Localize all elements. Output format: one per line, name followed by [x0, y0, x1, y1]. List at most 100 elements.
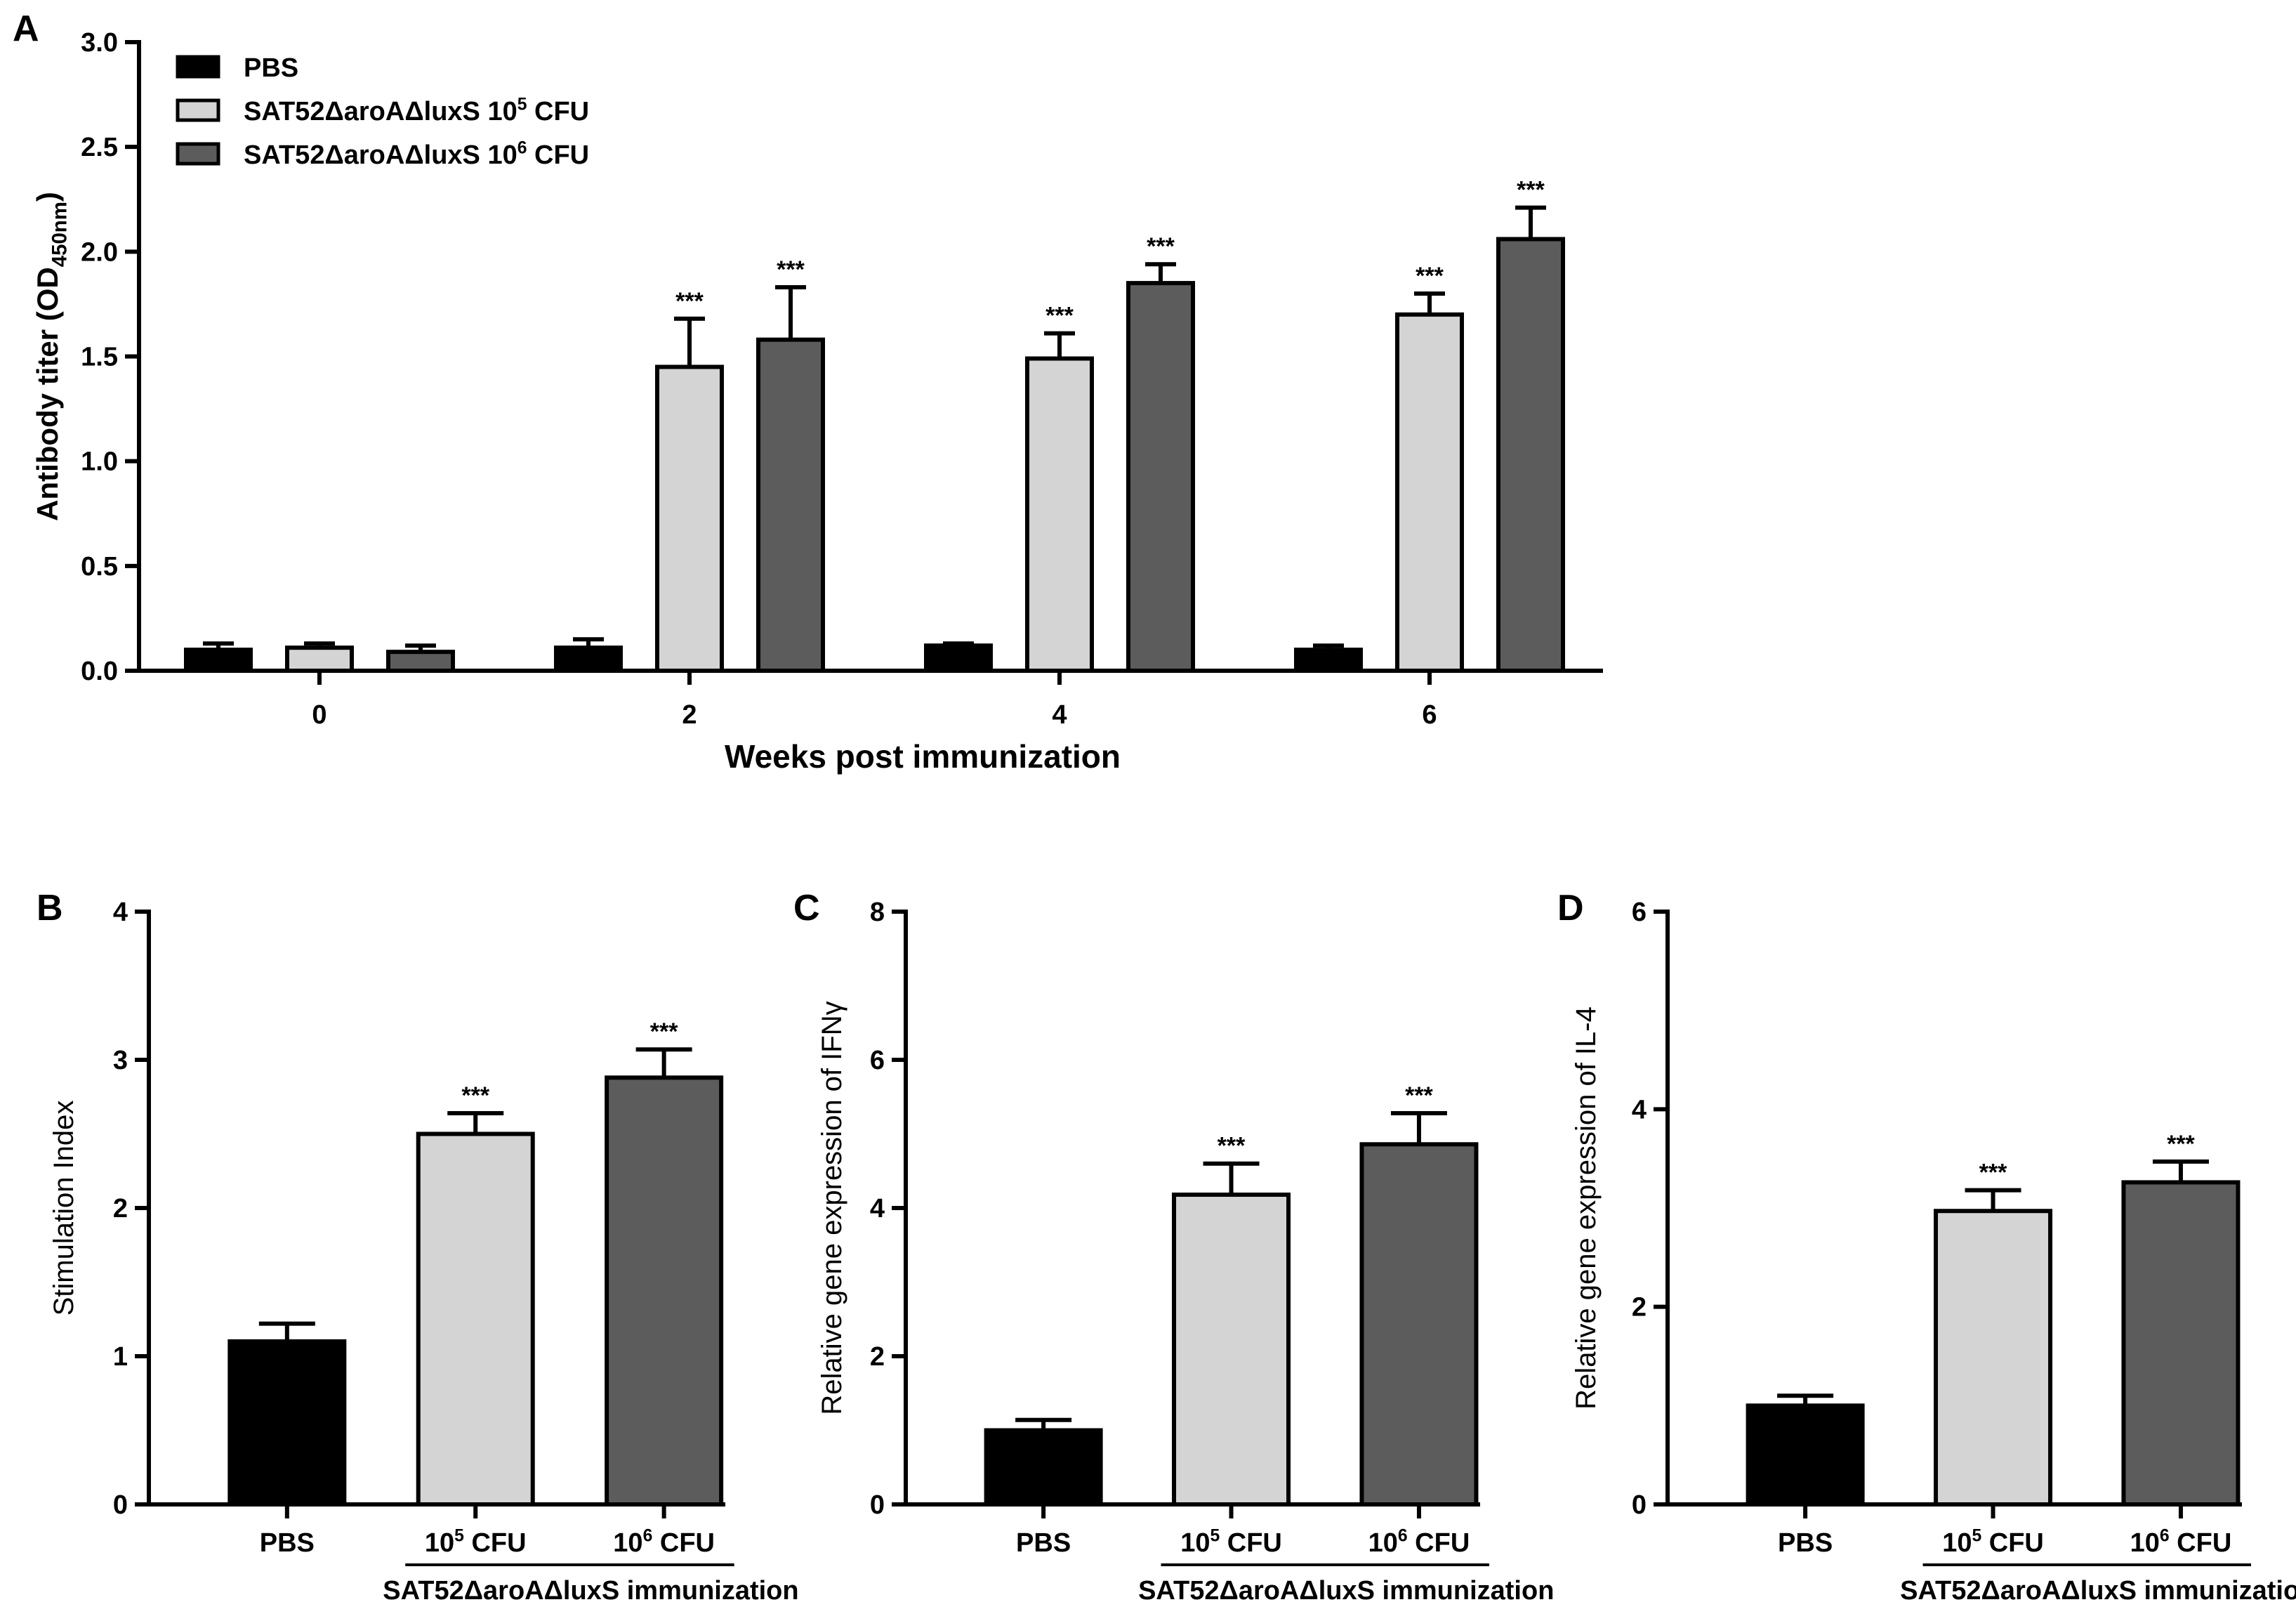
panel-label-b: B	[37, 888, 63, 928]
y-tick-label: 0.0	[81, 657, 118, 686]
bar	[984, 1428, 1103, 1507]
legend-swatch	[176, 55, 220, 79]
x-tick-label: 105​ CFU	[1180, 1527, 1282, 1558]
text-run: 5	[517, 96, 527, 114]
text-run: CFU	[527, 97, 589, 126]
significance-stars: ***	[1147, 233, 1175, 260]
y-axis-title: Relative gene expression of IFNγ	[817, 1001, 847, 1415]
panel-label-c: C	[793, 888, 820, 928]
y-tick-label: 4	[113, 898, 128, 927]
text-run: CFU	[1220, 1528, 1282, 1558]
bar	[1934, 1209, 2053, 1507]
x-tick-label: 6	[1422, 700, 1437, 730]
y-tick-label: 2	[870, 1342, 885, 1372]
y-tick-label: 8	[870, 898, 885, 927]
x-tick-label: 4	[1052, 700, 1067, 730]
significance-stars: ***	[777, 256, 805, 283]
text-run: 10	[613, 1528, 642, 1558]
text-run: 6	[1398, 1527, 1408, 1546]
significance-stars: ***	[1416, 263, 1444, 289]
bar	[184, 648, 253, 674]
x-tick-label: 106​ CFU	[1368, 1527, 1470, 1558]
y-tick-label: 2	[113, 1194, 128, 1223]
x-tick-label: PBS	[1016, 1528, 1071, 1558]
text-run: 5	[454, 1527, 464, 1546]
bar	[2121, 1180, 2241, 1507]
text-run: PBS	[260, 1528, 315, 1558]
bar	[655, 365, 724, 674]
text-run: 10	[425, 1528, 454, 1558]
y-tick-label: 0	[113, 1490, 128, 1520]
bar	[1395, 312, 1464, 673]
panel-b: B 0 1 2 3 4 Stimulation Index PBS *** 105​ CFU ***…	[37, 888, 799, 1606]
y-axis-title: Stimulation Index	[48, 1101, 79, 1316]
significance-stars: ***	[650, 1018, 678, 1045]
significance-stars: ***	[675, 288, 704, 315]
y-tick-label: 2	[1632, 1293, 1647, 1323]
text-run: 10	[1180, 1528, 1210, 1558]
legend-swatch	[176, 142, 220, 166]
y-tick-label: 4	[870, 1194, 885, 1223]
text-run: PBS	[1016, 1528, 1071, 1558]
text-run: SAT52ΔaroAΔluxS 10	[244, 140, 517, 170]
legend-label: SAT52ΔaroAΔluxS 105​ CFU	[244, 96, 589, 126]
text-run: 10	[1942, 1528, 1972, 1558]
x-tick-label: 106​ CFU	[613, 1527, 715, 1558]
bar	[756, 337, 825, 673]
x-tick-label: PBS	[260, 1528, 315, 1558]
text-run: CFU	[2170, 1528, 2232, 1558]
text-run: 6	[643, 1527, 653, 1546]
panel-a: A 0.0 0.5 1.0 1.5 2.0 2.5 3.0 Antibody titer (OD…	[13, 8, 1603, 775]
x-tick-label: 2	[682, 700, 697, 730]
y-tick-label: 2.5	[81, 133, 118, 162]
text-run: CFU	[1981, 1528, 2044, 1558]
significance-stars: ***	[1979, 1160, 2007, 1186]
x-tick-label: PBS	[1778, 1528, 1833, 1558]
significance-stars: ***	[1045, 303, 1074, 329]
panel-d: D 0 2 4 6 Relative gene expression of IL-4 PBS…	[1557, 888, 2296, 1606]
bar	[1746, 1403, 1865, 1507]
y-tick-label: 6	[870, 1046, 885, 1075]
y-tick-label: 4	[1632, 1095, 1647, 1124]
x-tick-label: 105​ CFU	[1942, 1527, 2044, 1558]
y-tick-label: 1	[113, 1342, 128, 1372]
text-run: CFU	[464, 1528, 527, 1558]
bar	[1025, 356, 1094, 673]
y-tick-label: 0.5	[81, 552, 118, 582]
text-run: CFU	[652, 1528, 715, 1558]
bar	[227, 1339, 347, 1507]
y-tick-label: 1.0	[81, 447, 118, 477]
text-run: CFU	[527, 140, 589, 170]
bar	[1496, 237, 1565, 673]
y-tick-label: 1.5	[81, 343, 118, 372]
x-axis-title: Weeks post immunization	[725, 738, 1121, 775]
bar	[605, 1075, 724, 1507]
group-label: SAT52ΔaroAΔluxS immunization	[1138, 1576, 1554, 1606]
y-tick-label: 3	[113, 1046, 128, 1075]
significance-stars: ***	[1517, 177, 1545, 204]
bar	[1172, 1193, 1291, 1507]
bar	[285, 645, 354, 674]
bar	[386, 650, 455, 674]
text-run: CFU	[1408, 1528, 1470, 1558]
text-run: Antibody titer (OD	[31, 267, 64, 521]
y-axis-title: Relative gene expression of IL-4	[1571, 1006, 1602, 1410]
group-label: SAT52ΔaroAΔluxS immunization	[1900, 1576, 2296, 1606]
panel-label-d: D	[1557, 888, 1584, 928]
y-axis-title: Antibody titer (OD450nm)	[31, 192, 72, 521]
significance-stars: ***	[2167, 1131, 2195, 1157]
x-tick-label: 105​ CFU	[425, 1527, 527, 1558]
text-run: )	[31, 192, 64, 202]
legend-label: PBS	[244, 53, 298, 83]
text-run: 6	[517, 139, 527, 158]
text-run: 10	[1368, 1528, 1398, 1558]
text-run: PBS	[244, 53, 298, 83]
bar	[1294, 648, 1363, 674]
text-run: 10	[2130, 1528, 2160, 1558]
legend-label: SAT52ΔaroAΔluxS 106​ CFU	[244, 139, 589, 170]
y-tick-label: 0	[870, 1490, 885, 1520]
text-run: SAT52ΔaroAΔluxS 10	[244, 97, 517, 126]
y-tick-label: 3.0	[81, 28, 118, 58]
legend-swatch	[176, 98, 220, 122]
text-run: 6	[2160, 1527, 2170, 1546]
